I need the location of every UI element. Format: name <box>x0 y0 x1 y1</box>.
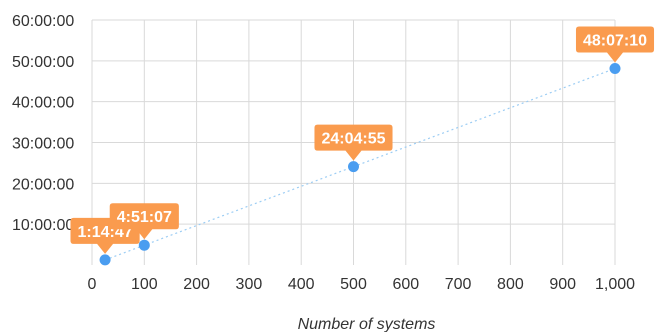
data-label-1: 4:51:07 <box>109 203 179 240</box>
data-point-2 <box>348 161 359 173</box>
data-label-text: 4:51:07 <box>117 209 172 226</box>
x-tick-label: 0 <box>88 276 97 293</box>
x-tick-label: 900 <box>549 276 576 293</box>
x-tick-label: 100 <box>131 276 158 293</box>
data-point-0 <box>99 254 111 266</box>
data-label-text: 48:07:10 <box>583 33 647 50</box>
x-tick-label: 400 <box>288 276 315 293</box>
data-label-text: 24:04:55 <box>321 131 385 148</box>
x-tick-label: 1,000 <box>595 276 635 293</box>
x-tick-label: 800 <box>497 276 524 293</box>
data-points <box>99 63 621 266</box>
trend-line <box>104 67 616 261</box>
y-axis-ticks: 10:00:00 20:00:00 30:00:00 40:00:00 50:00:00… <box>12 13 74 234</box>
x-tick-label: 500 <box>340 276 367 293</box>
y-tick-label: 10:00:00 <box>12 217 74 234</box>
x-axis-label: Number of systems <box>298 316 436 332</box>
y-tick-label: 50:00:00 <box>12 54 74 71</box>
data-point-1 <box>138 239 150 251</box>
x-tick-label: 200 <box>183 276 210 293</box>
y-tick-label: 30:00:00 <box>12 136 74 153</box>
y-tick-label: 60:00:00 <box>12 13 74 30</box>
x-tick-label: 600 <box>392 276 419 293</box>
y-tick-label: 20:00:00 <box>12 176 74 193</box>
data-point-3 <box>609 63 621 75</box>
x-tick-label: 300 <box>236 276 263 293</box>
x-tick-label: 700 <box>445 276 472 293</box>
x-axis-ticks: 0 100 200 300 400 500 600 700 800 900 1,000 <box>88 276 636 293</box>
data-label-3: 48:07:10 <box>575 26 655 63</box>
y-tick-label: 40:00:00 <box>12 95 74 112</box>
data-label-2: 24:04:55 <box>314 124 393 161</box>
